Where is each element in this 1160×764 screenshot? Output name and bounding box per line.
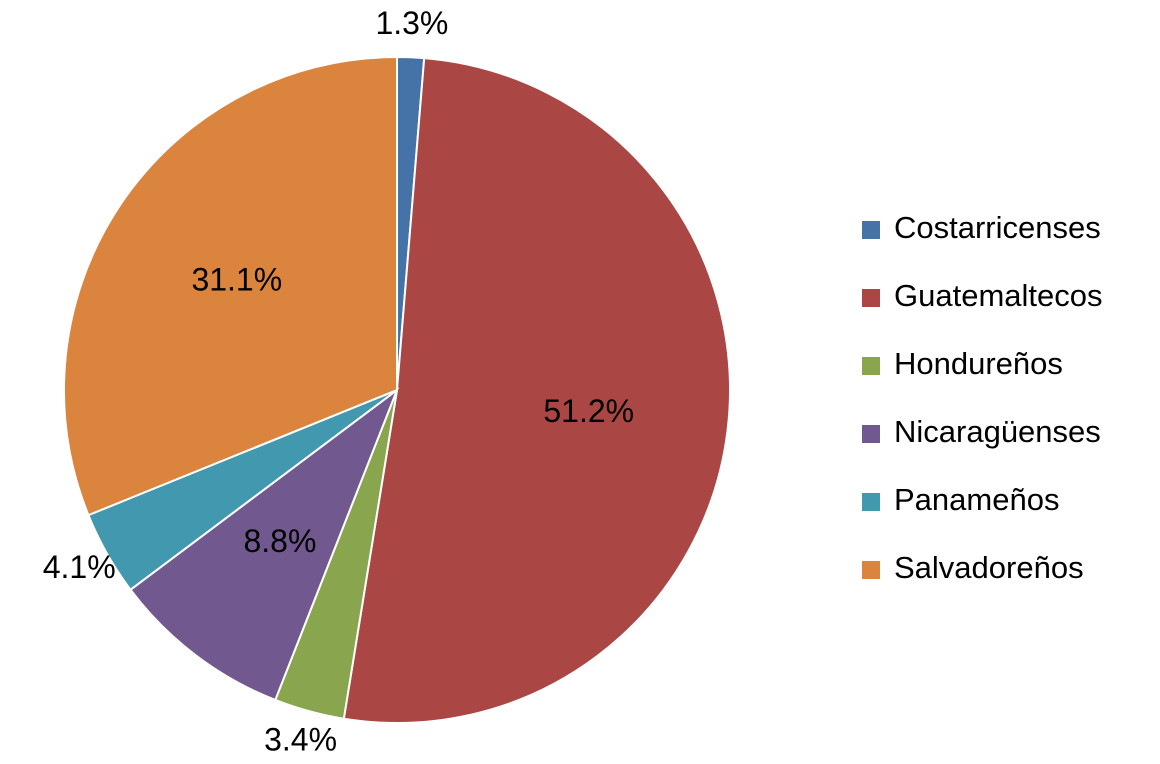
pie-slice (63, 55, 398, 517)
data-label: 51.2% (543, 393, 634, 429)
legend-label: Panameños (894, 482, 1059, 517)
legend-label: Guatemaltecos (894, 278, 1103, 313)
legend-label: Salvadoreños (894, 550, 1084, 585)
legend-swatch (862, 561, 880, 579)
legend-swatch (862, 289, 880, 307)
legend-swatch (862, 357, 880, 375)
legend-swatch (862, 425, 880, 443)
legend-label: Costarricenses (894, 210, 1101, 245)
data-label: 8.8% (243, 523, 316, 559)
legend-label: Hondureños (894, 346, 1063, 381)
data-label: 4.1% (43, 549, 116, 585)
data-label: 1.3% (375, 5, 448, 41)
legend-label: Nicaragüenses (894, 414, 1101, 449)
data-label: 31.1% (191, 262, 282, 298)
data-label: 3.4% (264, 721, 337, 757)
legend-swatch (862, 493, 880, 511)
legend-swatch (862, 221, 880, 239)
pie-slice (129, 387, 400, 702)
pie-slice (342, 57, 731, 724)
